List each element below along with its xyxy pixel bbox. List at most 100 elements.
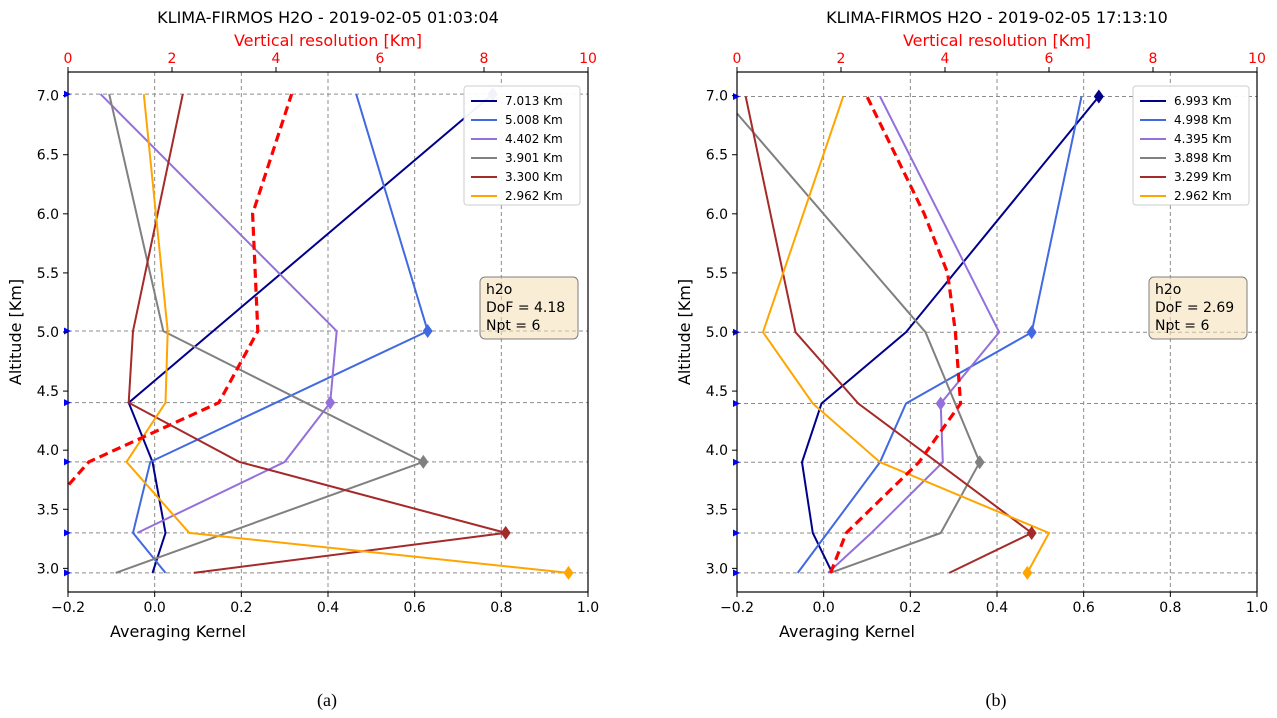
legend: 6.993 Km 4.998 Km 4.395 Km 3.898 Km 3.299 Km… [1132,85,1250,206]
top-x-tick-label: 2 [837,51,846,67]
info-box [479,276,579,340]
info-box [1148,276,1248,340]
y-tick-label: 6.5 [37,148,59,164]
level-pointer [733,529,740,537]
info-box-line-0: h2o [486,282,512,298]
y-tick-label: 3.5 [37,502,59,518]
level-pointer [733,569,740,577]
top-x-tick-label: 8 [480,51,489,67]
y-tick-label: 7.0 [706,89,728,105]
info-box-line-2: Npt = 6 [1155,318,1209,334]
y-tick-label: 5.0 [706,325,728,341]
x-tick-label: 1.0 [577,600,599,616]
y-tick-label: 4.5 [37,384,59,400]
x-tick-label: 0.6 [1073,600,1095,616]
top-axis-label: Vertical resolution [Km] [903,31,1091,50]
series-line-4 [127,93,506,574]
series-line-0 [127,93,494,574]
level-pointer [64,569,71,577]
info-box-line-1: DoF = 4.18 [486,300,565,316]
legend-entry-1: 5.008 Km [505,113,563,127]
top-x-tick-label: 8 [1149,51,1158,67]
y-tick-label: 3.5 [706,502,728,518]
diamond-marker-2 [325,395,336,410]
legend-entry-2: 4.402 Km [505,132,563,146]
top-x-tick-label: 6 [1045,51,1054,67]
x-axis-label: Averaging Kernel [779,622,915,641]
x-tick-label: 0.8 [1159,600,1181,616]
chart-panel-b: −0.2 0.0 0.2 0.4 0.6 0.8 1.0 3.0 3.5 4.0 4.5 5.0 5.5… [675,8,1268,641]
x-tick-label: 0.8 [490,600,512,616]
legend: 7.013 Km 5.008 Km 4.402 Km 3.901 Km 3.300 Km… [463,85,581,206]
legend-entry-5: 2.962 Km [1174,189,1232,203]
legend-entry-5: 2.962 Km [505,189,563,203]
series-group [737,95,1100,574]
y-tick-label: 4.0 [706,443,728,459]
chart-title: KLIMA-FIRMOS H2O - 2019-02-05 01:03:04 [157,8,499,27]
vertical-resolution-line [829,95,963,574]
series-line-4 [744,96,1034,574]
y-tick-label: 7.0 [37,89,59,105]
legend-entry-0: 6.993 Km [1174,94,1232,108]
legend-box [1132,85,1250,206]
y-tick-label: 3.0 [37,561,59,577]
chart-panel-a: −0.2 0.0 0.2 0.4 0.6 0.8 1.0 3.0 3.5 4.0 4.5 5.0 5.5… [6,8,599,641]
y-axis-label: Altitude [Km] [6,279,25,385]
x-tick-label: 0.6 [404,600,426,616]
legend-entry-3: 3.901 Km [505,151,563,165]
level-pointer [64,327,71,335]
y-tick-label: 5.0 [37,325,59,341]
y-tick-label: 4.5 [706,384,728,400]
x-tick-label: −0.2 [51,600,85,616]
top-x-tick-label: 6 [376,51,385,67]
x-axis-label: Averaging Kernel [110,622,246,641]
level-pointer [733,458,740,466]
top-x-tick-label: 4 [941,51,950,67]
diamond-marker-0 [1093,89,1104,104]
level-pointer [64,458,71,466]
y-tick-label: 6.0 [37,207,59,223]
top-x-tick-label: 4 [272,51,281,67]
diamond-marker-5 [1022,565,1033,580]
series-line-1 [796,96,1083,574]
diamond-markers [935,89,1104,580]
level-pointer [733,92,740,100]
x-tick-label: −0.2 [720,600,754,616]
diamond-marker-1 [1026,325,1037,340]
legend-entry-2: 4.395 Km [1174,132,1232,146]
legend-entry-4: 3.300 Km [505,170,563,184]
diamond-marker-2 [935,396,946,411]
vertical-resolution-line [68,93,294,488]
info-box-line-1: DoF = 2.69 [1155,300,1234,316]
chart-title: KLIMA-FIRMOS H2O - 2019-02-05 17:13:10 [826,8,1168,27]
y-tick-label: 3.0 [706,561,728,577]
diamond-marker-4 [1026,526,1037,541]
x-tick-label: 0.4 [986,600,1008,616]
level-pointer [64,399,71,407]
series-line-3 [737,112,981,574]
x-tick-label: 0.2 [899,600,921,616]
legend-entry-1: 4.998 Km [1174,113,1232,127]
y-tick-label: 4.0 [37,443,59,459]
top-x-tick-label: 0 [733,51,742,67]
top-axis-label: Vertical resolution [Km] [234,31,422,50]
diamond-marker-4 [500,525,511,540]
caption-b: (b) [986,690,1007,711]
x-tick-label: 0.0 [813,600,835,616]
series-line-0 [800,95,1100,574]
diamond-marker-5 [563,565,574,580]
legend-entry-0: 7.013 Km [505,94,563,108]
level-pointer [733,400,740,407]
series-line-5 [125,93,569,574]
y-axis-label: Altitude [Km] [675,279,694,385]
series-line-3 [108,93,426,574]
legend-entry-3: 3.898 Km [1174,151,1232,165]
legend-box [463,85,581,206]
y-tick-label: 6.0 [706,207,728,223]
diamond-marker-1 [422,324,433,339]
top-x-tick-label: 2 [168,51,177,67]
top-x-tick-label: 10 [579,51,597,67]
y-tick-label: 5.5 [706,266,728,282]
y-tick-label: 5.5 [37,266,59,282]
